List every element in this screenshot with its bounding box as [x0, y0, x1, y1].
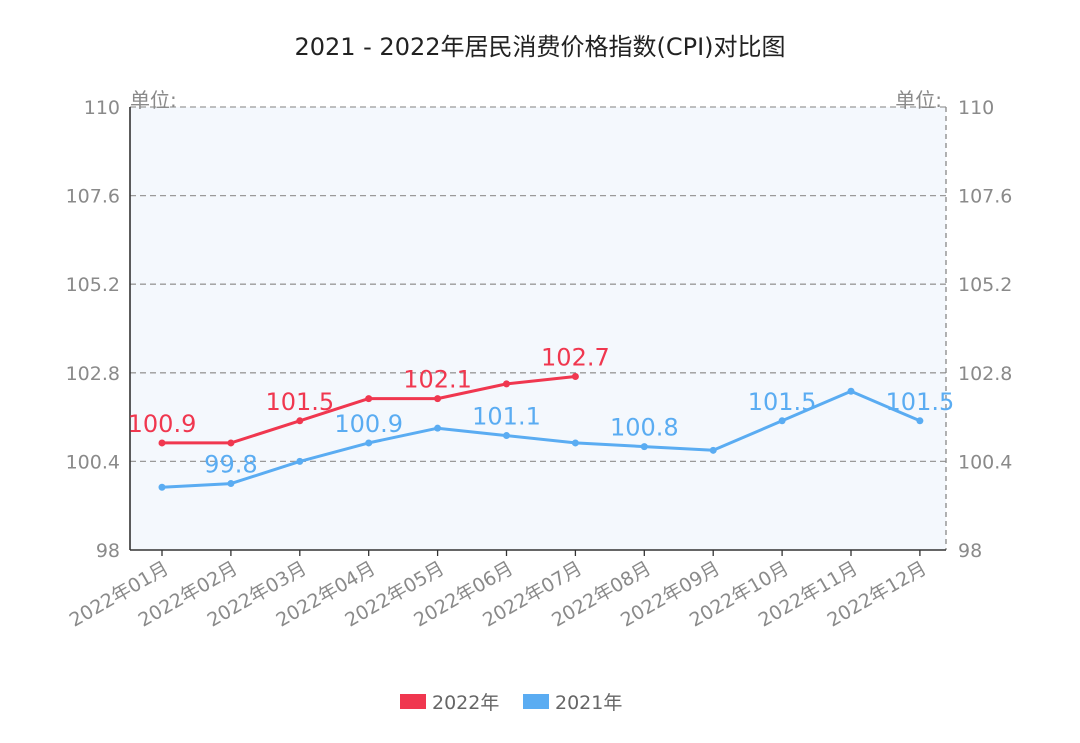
data-point [296, 457, 304, 465]
data-point [571, 372, 579, 380]
y-tick-right: 107.6 [958, 186, 1012, 208]
y-tick-left: 107.6 [66, 186, 120, 208]
legend-label: 2022年 [432, 692, 499, 714]
y-tick-right: 102.8 [958, 363, 1012, 385]
plot-background [130, 107, 946, 550]
data-point [365, 439, 373, 447]
y-tick-right: 100.4 [958, 451, 1012, 473]
data-point [296, 417, 304, 425]
data-label: 101.5 [265, 388, 334, 416]
series-line-2021 [161, 389, 921, 489]
y-tick-left: 105.2 [66, 274, 120, 296]
legend-swatch [523, 694, 549, 709]
y-tick-left: 98 [96, 540, 120, 562]
y-tick-right: 105.2 [958, 274, 1012, 296]
y-tick-right: 98 [958, 540, 982, 562]
unit-label-right: 单位: [895, 88, 942, 112]
data-label: 101.5 [748, 388, 817, 416]
data-point [227, 480, 235, 488]
data-point [916, 417, 924, 425]
data-point [778, 417, 786, 425]
chart-title: 2021 - 2022年居民消费价格指数(CPI)对比图 [294, 33, 785, 61]
data-label: 101.1 [472, 403, 541, 431]
data-label: 101.5 [886, 388, 955, 416]
data-point [640, 443, 648, 451]
data-label: 100.9 [334, 410, 403, 438]
data-point [709, 446, 717, 454]
data-label: 99.8 [204, 451, 257, 479]
y-tick-left: 110 [84, 97, 120, 119]
data-label: 100.8 [610, 414, 679, 442]
data-point [158, 439, 166, 447]
data-point [227, 439, 235, 447]
data-point [503, 380, 510, 388]
data-point [365, 395, 373, 403]
y-tick-right: 110 [958, 97, 994, 119]
y-tick-left: 100.4 [66, 451, 120, 473]
data-point [503, 432, 510, 440]
data-label: 100.9 [128, 410, 197, 438]
data-point [158, 483, 166, 491]
data-point [571, 439, 579, 447]
data-label: 102.1 [403, 366, 472, 394]
data-point [434, 395, 442, 403]
data-point [434, 424, 442, 432]
data-label: 102.7 [541, 343, 610, 371]
unit-label-left: 单位: [130, 88, 177, 112]
legend-swatch [400, 694, 426, 709]
legend-label: 2021年 [555, 692, 622, 714]
data-point [847, 387, 855, 395]
y-tick-left: 102.8 [66, 363, 120, 385]
